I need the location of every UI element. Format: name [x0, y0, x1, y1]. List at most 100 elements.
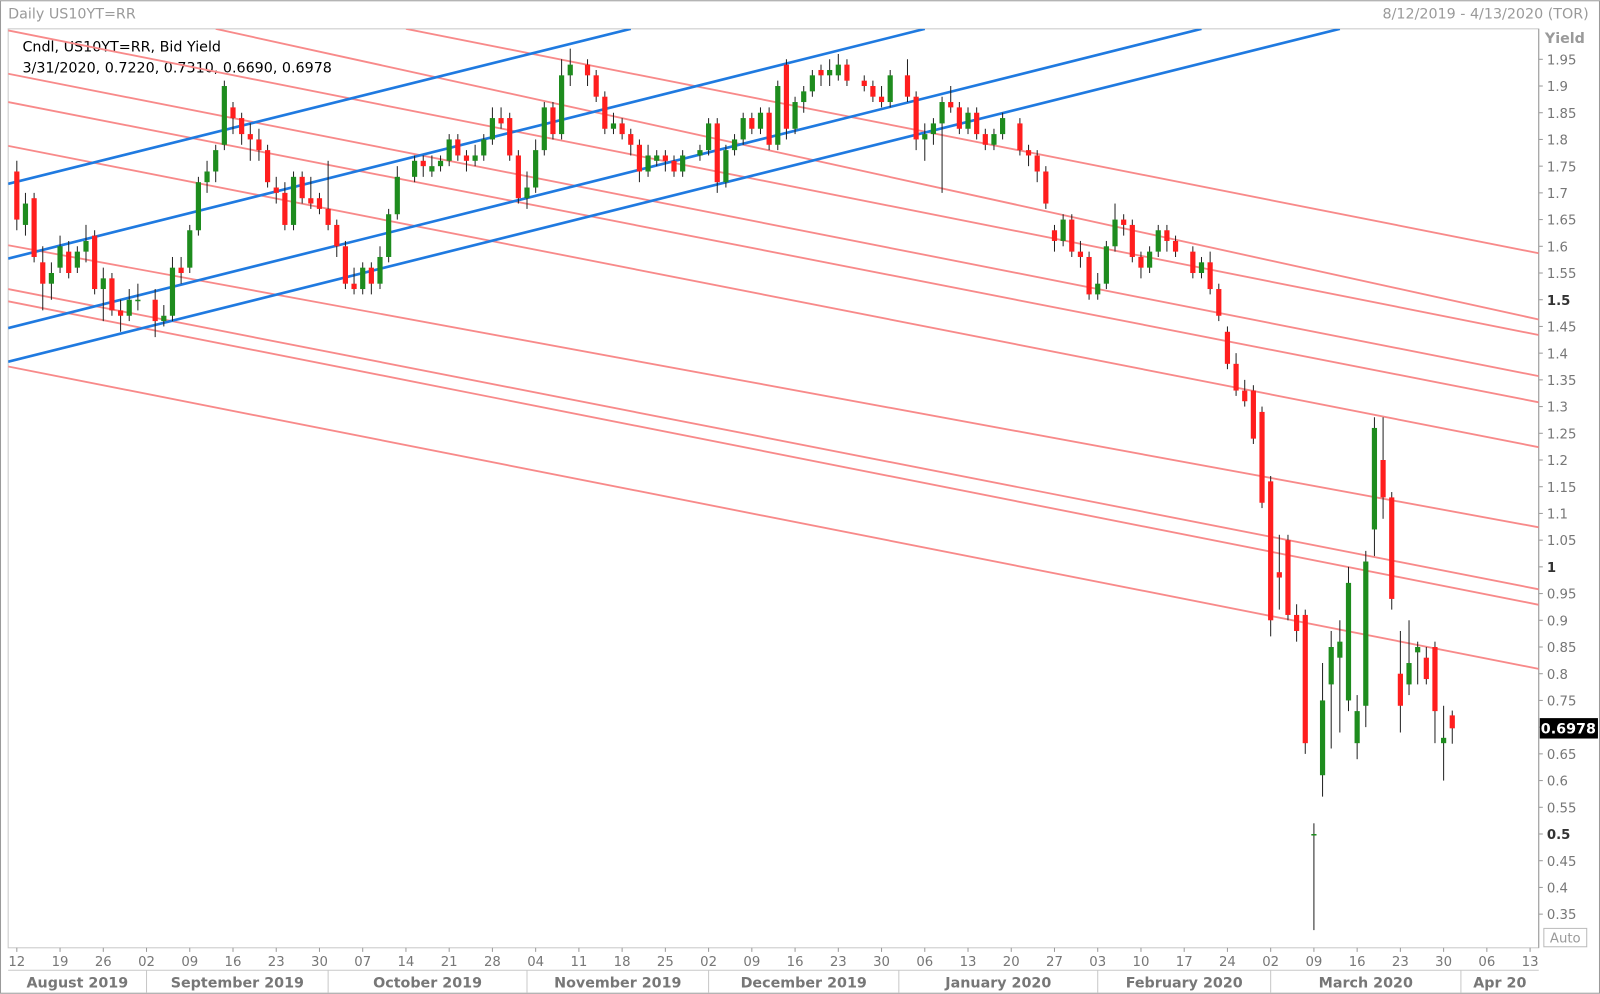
x-tick-label: 02 — [700, 955, 717, 970]
candle-body — [974, 112, 980, 135]
candle-body — [463, 155, 470, 161]
candle-body — [697, 150, 703, 156]
candle-body — [368, 267, 374, 284]
candle-body — [809, 75, 815, 92]
candle-body — [645, 155, 651, 172]
candle-body — [1164, 230, 1170, 241]
x-tick-label: 19 — [52, 955, 69, 970]
x-tick-label: 07 — [354, 955, 371, 970]
x-tick-label: 11 — [570, 955, 587, 970]
candle-body — [264, 150, 271, 183]
candle-body — [567, 64, 573, 76]
candle-body — [965, 112, 971, 129]
candle-body — [230, 107, 236, 119]
x-tick-label: 16 — [225, 955, 242, 970]
last-price-label: 0.6978 — [1541, 721, 1596, 737]
candle-body — [360, 267, 366, 290]
candle-body — [680, 155, 686, 172]
x-tick-label: 10 — [1133, 955, 1150, 970]
candle-body — [429, 166, 435, 172]
candle-body — [948, 102, 954, 108]
y-tick-label: 0.4 — [1547, 882, 1568, 897]
trend-line — [8, 288, 1539, 591]
candle-body — [1380, 460, 1386, 498]
y-tick-label: 1.1 — [1547, 508, 1568, 523]
candle-body — [83, 240, 89, 252]
candle-body — [1294, 614, 1300, 631]
candle-body — [835, 64, 841, 76]
candle-body — [213, 150, 219, 172]
x-tick-label: 23 — [268, 955, 285, 970]
candle-body — [1103, 246, 1109, 284]
candle-body — [515, 155, 521, 199]
scale-mode-box[interactable] — [1543, 927, 1588, 948]
candle-body — [1138, 256, 1144, 268]
candle-body — [1268, 481, 1274, 621]
candle-body — [1259, 411, 1265, 503]
y-tick-label: 0.6 — [1547, 775, 1568, 790]
x-tick-label: 30 — [1435, 955, 1452, 970]
candle-body — [100, 278, 106, 290]
x-tick-label: 16 — [1349, 955, 1366, 970]
candle-body — [1017, 123, 1023, 151]
candle-body — [593, 75, 599, 97]
month-label: March 2020 — [1319, 976, 1413, 992]
x-tick-label: 09 — [181, 955, 198, 970]
candle-body — [792, 102, 798, 129]
x-tick-label: 21 — [441, 955, 458, 970]
candle-body — [1207, 262, 1213, 290]
candle-body — [827, 69, 833, 76]
candle-body — [411, 160, 418, 177]
y-tick-label: 1.75 — [1547, 160, 1577, 175]
x-tick-label: 03 — [1089, 955, 1106, 970]
candle-body — [446, 139, 452, 161]
candle-body — [1025, 150, 1032, 156]
x-tick-label: 30 — [873, 955, 890, 970]
candle-body — [939, 102, 945, 124]
date-range: 8/12/2019 - 4/13/2020 (TOR) — [1383, 7, 1589, 23]
candle-body — [740, 118, 746, 140]
x-tick-label: 27 — [1046, 955, 1063, 970]
candle-body — [783, 64, 790, 129]
month-label: February 2020 — [1126, 976, 1243, 992]
candle-body — [273, 187, 279, 193]
month-label: November 2019 — [554, 976, 681, 992]
candle-body — [628, 134, 634, 145]
candle-body — [187, 230, 193, 268]
candle-body — [109, 278, 115, 311]
x-tick-label: 18 — [614, 955, 631, 970]
candle-body — [870, 86, 876, 97]
candle-body — [550, 107, 556, 135]
candle-body — [775, 86, 781, 145]
candle-body — [204, 171, 210, 183]
legend-values: 3/31/2020, 0.7220, 0.7310, 0.6690, 0.697… — [22, 61, 331, 77]
trend-line — [8, 244, 1539, 529]
candle-body — [887, 75, 893, 103]
x-tick-label: 24 — [1219, 955, 1236, 970]
candle-body — [671, 160, 677, 172]
candle-body — [481, 139, 487, 156]
candle-body — [559, 75, 565, 135]
candle-body — [334, 224, 340, 247]
candle-body — [731, 139, 738, 151]
month-label: January 2020 — [944, 976, 1051, 992]
candle-body — [239, 118, 245, 135]
candle-body — [541, 107, 547, 151]
x-tick-label: 06 — [916, 955, 933, 970]
trend-line — [405, 28, 1539, 255]
candle-body — [1069, 219, 1075, 252]
y-tick-label: 1.45 — [1547, 321, 1577, 336]
candle-body — [636, 144, 643, 172]
candle-body — [1276, 572, 1282, 578]
candle-body — [437, 160, 444, 167]
scale-mode[interactable]: Auto — [1550, 932, 1581, 947]
trend-line — [8, 29, 1539, 336]
candle-body — [706, 123, 712, 151]
candle-body — [1121, 219, 1127, 225]
candle-body — [1147, 251, 1153, 268]
candle-body — [878, 96, 885, 103]
candle-body — [1172, 240, 1179, 252]
y-tick-label: 1.95 — [1547, 53, 1577, 68]
candle-body — [1285, 540, 1291, 615]
